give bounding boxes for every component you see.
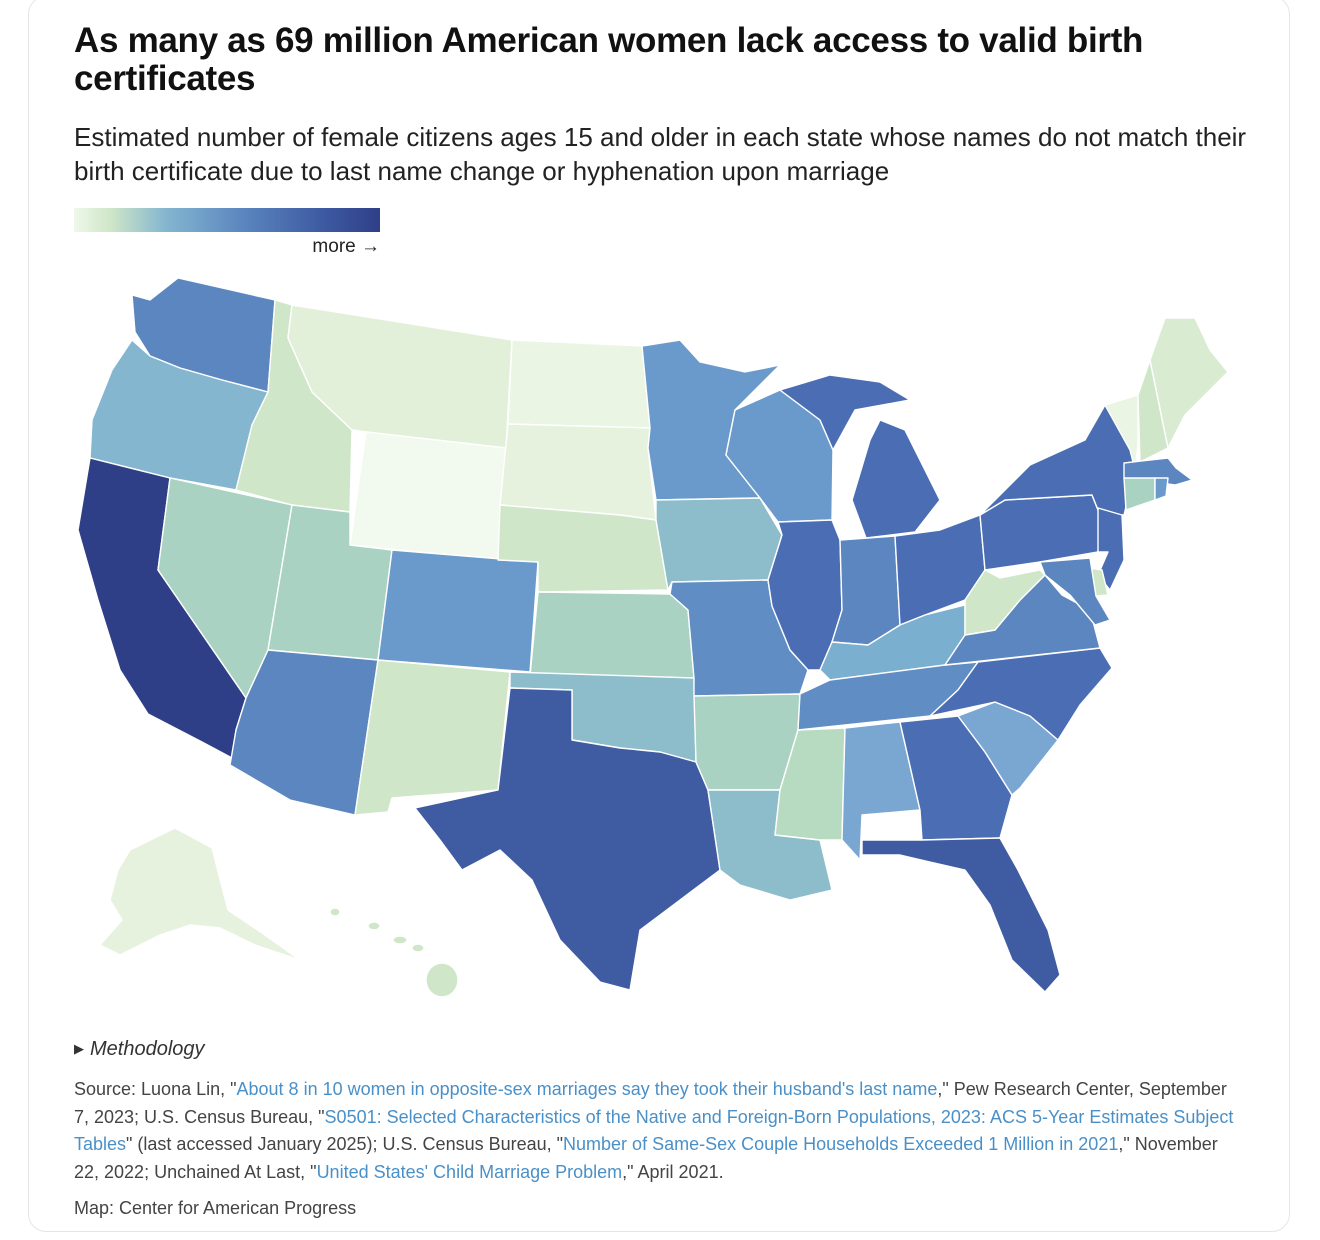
expand-triangle-icon: ▶ — [74, 1041, 84, 1056]
state-TX[interactable] — [414, 687, 721, 991]
source-text: ," April 2021. — [622, 1161, 724, 1182]
state-NE[interactable] — [497, 504, 669, 593]
state-ND[interactable] — [507, 339, 651, 429]
state-HI[interactable] — [329, 907, 459, 998]
state-WY[interactable] — [349, 431, 507, 561]
source-text: ," November 22, 2022; Unchained At Last,… — [74, 1134, 1218, 1182]
state-VT[interactable] — [1104, 394, 1139, 471]
state-IA[interactable] — [655, 497, 783, 591]
state-AK[interactable] — [99, 827, 301, 961]
source-note: Source: Luona Lin, "About 8 in 10 women … — [74, 1076, 1234, 1186]
state-IN[interactable] — [831, 535, 901, 646]
legend-gradient — [74, 208, 380, 232]
state-ME[interactable] — [1149, 317, 1229, 449]
state-MD[interactable] — [1039, 557, 1111, 626]
source-link-census[interactable]: Number of Same-Sex Couple Households Exc… — [563, 1134, 1119, 1154]
state-KS[interactable] — [529, 591, 695, 679]
source-link-acs[interactable]: S0501: Selected Characteristics of the N… — [74, 1106, 1234, 1155]
source-link-pew[interactable]: About 8 in 10 women in opposite-sex marr… — [236, 1079, 938, 1099]
state-CT[interactable] — [1123, 477, 1156, 511]
state-FL[interactable] — [861, 837, 1061, 993]
methodology-label: Methodology — [90, 1038, 205, 1060]
state-IL[interactable] — [767, 519, 843, 671]
page-subtitle: Estimated number of female citizens ages… — [74, 122, 1247, 186]
state-SD[interactable] — [499, 423, 657, 521]
state-RI[interactable] — [1154, 477, 1169, 501]
methodology-toggle[interactable]: ▶ Methodology — [74, 1038, 205, 1061]
map-credit: Map: Center for American Progress — [74, 1198, 357, 1218]
page-title: As many as 69 million American women lac… — [74, 21, 1144, 98]
color-legend — [74, 208, 380, 232]
legend-label: more → — [312, 236, 380, 257]
state-CO[interactable] — [377, 549, 539, 673]
state-NC[interactable] — [929, 647, 1113, 741]
source-text: " (last accessed January 2025); U.S. Cen… — [126, 1134, 564, 1154]
source-link-unchained[interactable]: United States' Child Marriage Problem — [316, 1161, 623, 1182]
us-choropleth-map — [77, 277, 1229, 998]
source-text: Source: Luona Lin, " — [74, 1079, 237, 1099]
state-MI[interactable] — [779, 374, 941, 539]
source-text: ," Pew Research Center, September 7, 202… — [74, 1079, 1227, 1127]
